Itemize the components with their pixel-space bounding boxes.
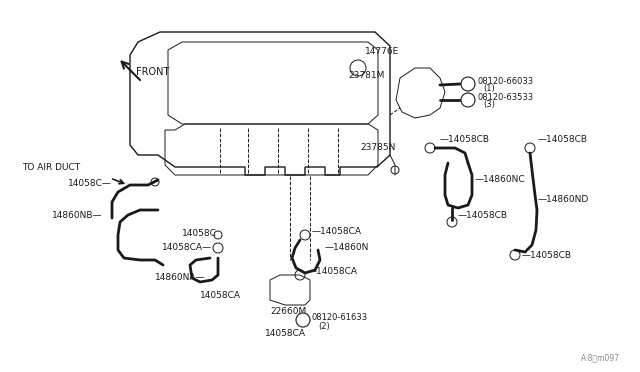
Text: —14058CB: —14058CB bbox=[440, 135, 490, 144]
Text: 08120-61633: 08120-61633 bbox=[312, 314, 368, 323]
Text: 23781M: 23781M bbox=[348, 71, 385, 80]
Text: A·8：m097: A·8：m097 bbox=[581, 353, 620, 362]
Text: B: B bbox=[465, 80, 470, 89]
Text: 08120-66033: 08120-66033 bbox=[477, 77, 533, 87]
Text: 08120-63533: 08120-63533 bbox=[477, 93, 533, 103]
Text: (1): (1) bbox=[483, 84, 495, 93]
Text: 14058C: 14058C bbox=[182, 228, 217, 237]
Text: 22660M: 22660M bbox=[270, 308, 307, 317]
Text: —14058CB: —14058CB bbox=[522, 250, 572, 260]
Text: —14058CA: —14058CA bbox=[312, 228, 362, 237]
Text: 14776E: 14776E bbox=[365, 48, 399, 57]
Text: B: B bbox=[465, 96, 470, 105]
Text: TO AIR DUCT: TO AIR DUCT bbox=[22, 164, 80, 173]
Text: 14058CA: 14058CA bbox=[200, 291, 241, 299]
Text: —14058CB: —14058CB bbox=[458, 211, 508, 219]
Text: 14860NB—: 14860NB— bbox=[52, 211, 102, 219]
Text: (2): (2) bbox=[318, 321, 330, 330]
Text: 23785N: 23785N bbox=[360, 144, 396, 153]
Circle shape bbox=[461, 77, 475, 91]
Text: (3): (3) bbox=[483, 100, 495, 109]
Text: B: B bbox=[300, 315, 305, 324]
Text: 14860NA—: 14860NA— bbox=[155, 273, 205, 282]
Text: 14058C—: 14058C— bbox=[68, 179, 112, 187]
Circle shape bbox=[461, 93, 475, 107]
Text: —14860N: —14860N bbox=[325, 244, 369, 253]
Text: FRONT: FRONT bbox=[136, 67, 170, 77]
Text: —14860ND: —14860ND bbox=[538, 196, 589, 205]
Text: —14058CB: —14058CB bbox=[538, 135, 588, 144]
Text: 14058CA: 14058CA bbox=[265, 330, 306, 339]
Circle shape bbox=[296, 313, 310, 327]
Text: 14058CA—: 14058CA— bbox=[162, 244, 212, 253]
Text: —14058CA: —14058CA bbox=[308, 267, 358, 276]
Text: —14860NC: —14860NC bbox=[475, 176, 525, 185]
